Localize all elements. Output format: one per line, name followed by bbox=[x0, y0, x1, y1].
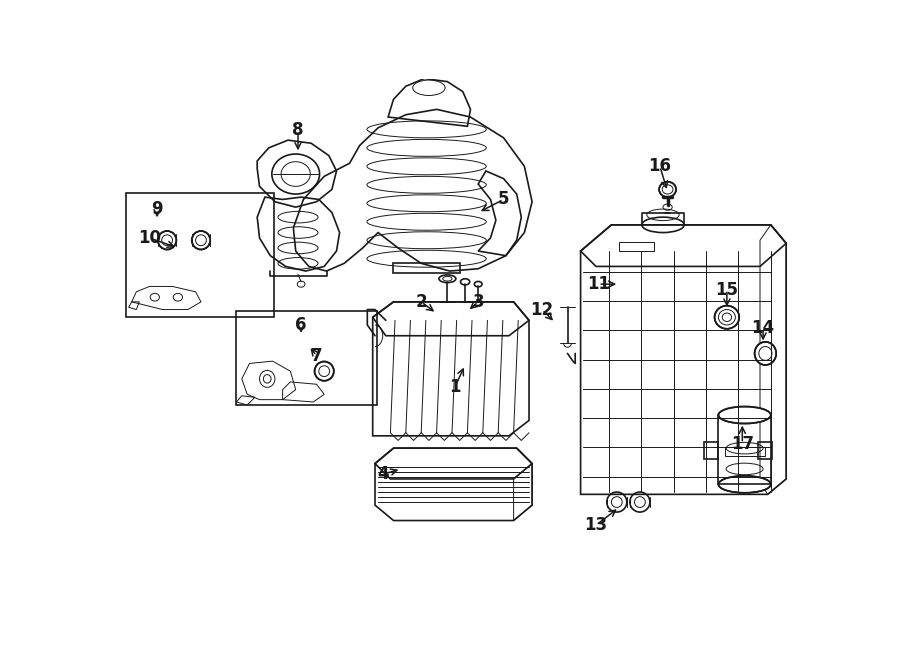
Ellipse shape bbox=[315, 362, 334, 381]
Text: 3: 3 bbox=[472, 293, 484, 311]
Ellipse shape bbox=[718, 407, 770, 424]
Text: 4: 4 bbox=[377, 465, 389, 483]
Text: 6: 6 bbox=[295, 316, 307, 334]
Text: 7: 7 bbox=[310, 347, 322, 365]
Ellipse shape bbox=[158, 231, 176, 249]
Ellipse shape bbox=[718, 476, 770, 493]
Text: 5: 5 bbox=[498, 190, 509, 208]
Text: 8: 8 bbox=[292, 121, 304, 139]
Text: 16: 16 bbox=[648, 157, 671, 175]
Text: 9: 9 bbox=[151, 200, 163, 218]
Ellipse shape bbox=[754, 342, 776, 365]
Text: 1: 1 bbox=[449, 377, 461, 395]
Bar bbox=[758, 442, 772, 459]
Ellipse shape bbox=[659, 182, 676, 197]
Bar bbox=[619, 242, 653, 251]
Bar bbox=[126, 192, 274, 317]
Text: 10: 10 bbox=[138, 229, 161, 247]
Text: 15: 15 bbox=[716, 280, 738, 299]
Text: 2: 2 bbox=[416, 293, 427, 311]
Ellipse shape bbox=[715, 305, 739, 329]
Text: 17: 17 bbox=[731, 434, 754, 453]
Bar bbox=[704, 442, 718, 459]
Bar bbox=[237, 311, 376, 405]
Text: 13: 13 bbox=[584, 516, 608, 534]
Bar bbox=[724, 447, 765, 456]
Text: 12: 12 bbox=[530, 301, 554, 319]
Text: 14: 14 bbox=[752, 319, 775, 337]
Text: 11: 11 bbox=[587, 275, 610, 293]
Ellipse shape bbox=[192, 231, 211, 249]
